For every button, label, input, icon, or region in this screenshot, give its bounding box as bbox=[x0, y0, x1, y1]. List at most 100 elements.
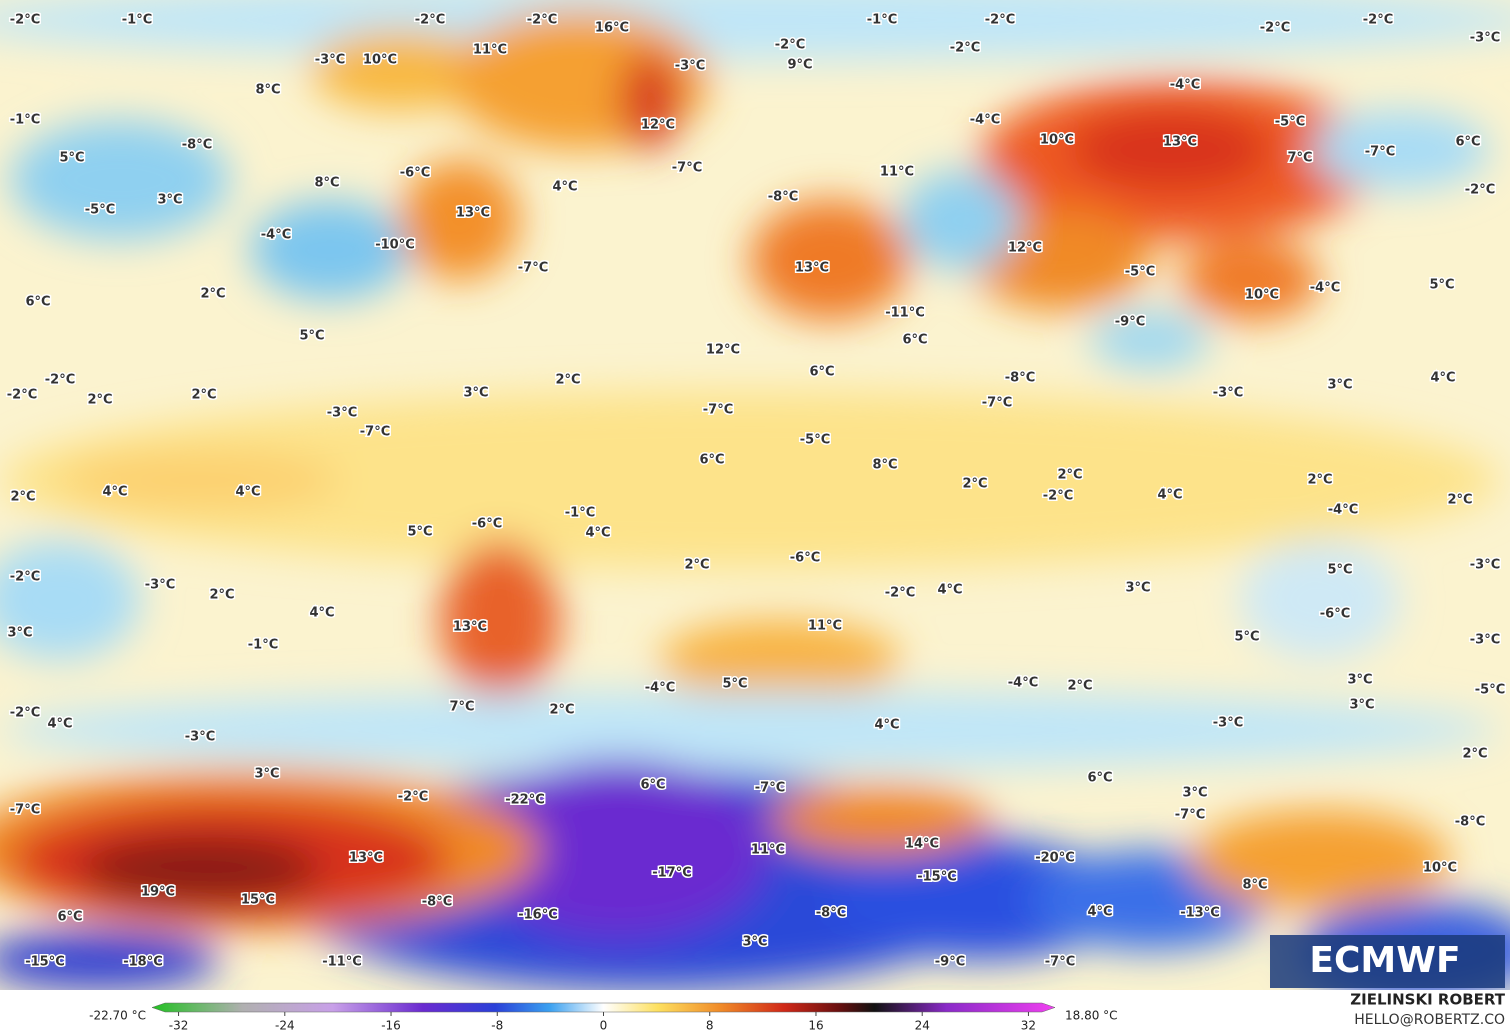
temperature-label: -8°C bbox=[816, 906, 846, 921]
temperature-label: -8°C bbox=[422, 895, 452, 910]
color-patch bbox=[0, 390, 1500, 570]
temperature-label: -9°C bbox=[935, 955, 965, 970]
temperature-label: 2°C bbox=[549, 703, 574, 718]
color-patch bbox=[310, 30, 490, 110]
temperature-label: 4°C bbox=[47, 717, 72, 732]
temperature-label: -5°C bbox=[800, 433, 830, 448]
temperature-label: -4°C bbox=[1170, 78, 1200, 93]
temperature-label: 5°C bbox=[722, 677, 747, 692]
temperature-label: 11°C bbox=[880, 165, 914, 180]
color-patch bbox=[80, 835, 320, 905]
temperature-label: -3°C bbox=[315, 53, 345, 68]
temperature-label: -1°C bbox=[867, 13, 897, 28]
temperature-label: -7°C bbox=[703, 403, 733, 418]
temperature-label: -8°C bbox=[1455, 815, 1485, 830]
temperature-label: 16°C bbox=[595, 21, 629, 36]
temperature-label: -2°C bbox=[527, 13, 557, 28]
temperature-label: 4°C bbox=[552, 180, 577, 195]
temperature-label: 5°C bbox=[1234, 630, 1259, 645]
temperature-label: 3°C bbox=[1182, 786, 1207, 801]
color-patch bbox=[0, 930, 220, 990]
temperature-label: 6°C bbox=[1087, 771, 1112, 786]
temperature-label: -7°C bbox=[1175, 808, 1205, 823]
temperature-label: 2°C bbox=[962, 477, 987, 492]
temperature-label: -3°C bbox=[185, 730, 215, 745]
temperature-label: -10°C bbox=[375, 238, 415, 253]
temperature-label: -11°C bbox=[322, 955, 362, 970]
temperature-label: 13°C bbox=[349, 851, 383, 866]
temperature-label: 8°C bbox=[872, 458, 897, 473]
temperature-label: 12°C bbox=[706, 343, 740, 358]
temperature-label: 5°C bbox=[407, 525, 432, 540]
temperature-label: 3°C bbox=[254, 767, 279, 782]
temperature-label: -2°C bbox=[415, 13, 445, 28]
temperature-label: -2°C bbox=[1043, 489, 1073, 504]
colorbar bbox=[151, 1002, 1056, 1013]
temperature-label: 5°C bbox=[59, 151, 84, 166]
temperature-label: 13°C bbox=[456, 206, 490, 221]
temperature-label: 4°C bbox=[1430, 371, 1455, 386]
temperature-label: 19°C bbox=[141, 885, 175, 900]
temperature-label: -20°C bbox=[1035, 851, 1075, 866]
temperature-label: -7°C bbox=[360, 425, 390, 440]
temperature-label: -2°C bbox=[10, 13, 40, 28]
temperature-label: 4°C bbox=[1157, 488, 1182, 503]
colorbar-tick-label: -16 bbox=[381, 1019, 401, 1033]
temperature-label: -3°C bbox=[1470, 633, 1500, 648]
temperature-label: -4°C bbox=[970, 113, 1000, 128]
temperature-label: 2°C bbox=[191, 388, 216, 403]
color-patch bbox=[10, 120, 230, 240]
color-patch bbox=[1180, 240, 1320, 320]
temperature-label: -4°C bbox=[1008, 676, 1038, 691]
map-labels: -2°C -1°C -2°C -2°C 16°C -1°C -2°C -2°C -2°C -3°C… bbox=[5, 11, 1506, 971]
colorbar-tick-label: -24 bbox=[275, 1019, 295, 1033]
temperature-label: 9°C bbox=[787, 58, 812, 73]
temperature-label: 4°C bbox=[585, 526, 610, 541]
temperature-label: -22°C bbox=[505, 793, 545, 808]
temperature-label: -2°C bbox=[985, 13, 1015, 28]
temperature-label: -7°C bbox=[672, 161, 702, 176]
color-patch bbox=[620, 50, 680, 150]
temperature-label: 8°C bbox=[1242, 878, 1267, 893]
temperature-label: 3°C bbox=[7, 626, 32, 641]
temperature-label: 5°C bbox=[1429, 278, 1454, 293]
temperature-label: -18°C bbox=[123, 955, 163, 970]
temperature-label: 8°C bbox=[314, 176, 339, 191]
temperature-label: 2°C bbox=[1307, 473, 1332, 488]
temperature-label: -3°C bbox=[327, 406, 357, 421]
temperature-label: -5°C bbox=[1275, 115, 1305, 130]
temperature-label: -6°C bbox=[472, 517, 502, 532]
temperature-label: -4°C bbox=[261, 228, 291, 243]
temperature-label: -1°C bbox=[565, 506, 595, 521]
temperature-label: -2°C bbox=[398, 790, 428, 805]
temperature-label: -2°C bbox=[1363, 13, 1393, 28]
color-patch bbox=[400, 160, 520, 280]
colorbar-max: 18.80 °C bbox=[1065, 1009, 1118, 1023]
temperature-label: -17°C bbox=[652, 866, 692, 881]
color-patch bbox=[0, 690, 1500, 770]
temperature-label: 5°C bbox=[299, 329, 324, 344]
temperature-label: -1°C bbox=[248, 638, 278, 653]
temperature-label: -5°C bbox=[1125, 265, 1155, 280]
temperature-label: 2°C bbox=[684, 558, 709, 573]
temperature-label: 15°C bbox=[241, 893, 275, 908]
color-patch bbox=[1310, 110, 1490, 190]
temperature-label: 12°C bbox=[641, 118, 675, 133]
temperature-label: 11°C bbox=[473, 43, 507, 58]
temperature-label: 3°C bbox=[463, 386, 488, 401]
temperature-label: -6°C bbox=[1320, 607, 1350, 622]
temperature-label: 10°C bbox=[1423, 861, 1457, 876]
temperature-label: -7°C bbox=[518, 261, 548, 276]
temperature-label: -7°C bbox=[10, 803, 40, 818]
temperature-label: -1°C bbox=[10, 113, 40, 128]
temperature-label: -4°C bbox=[1328, 503, 1358, 518]
temperature-label: -11°C bbox=[885, 306, 925, 321]
colorbar-min: -22.70 °C bbox=[89, 1009, 146, 1023]
temperature-label: -2°C bbox=[950, 41, 980, 56]
temperature-label: 13°C bbox=[1163, 135, 1197, 150]
temperature-label: 2°C bbox=[1057, 468, 1082, 483]
temperature-label: -5°C bbox=[1475, 683, 1505, 698]
color-patch bbox=[440, 540, 560, 700]
temperature-label: -15°C bbox=[25, 955, 65, 970]
temperature-label: 10°C bbox=[363, 53, 397, 68]
